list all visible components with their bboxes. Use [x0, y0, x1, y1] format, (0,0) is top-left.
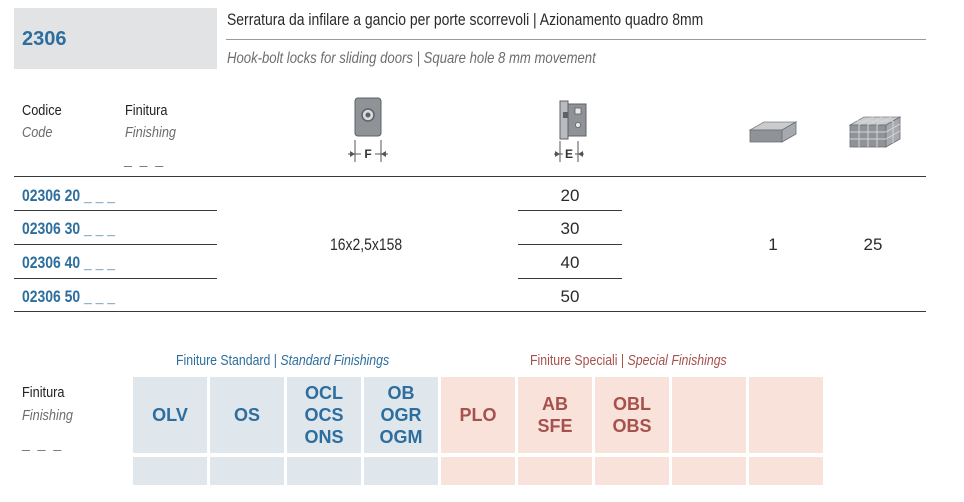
table-bottom-rule	[14, 311, 926, 312]
special-finishings-title: Finiture Speciali | Special Finishings	[530, 352, 727, 369]
finish-cell-special: OBL OBS	[595, 377, 669, 453]
row-rule	[518, 210, 622, 211]
table-row-backset: 30	[560, 219, 580, 238]
finish-cell-special-empty	[672, 377, 746, 453]
finish-cell-special-empty	[749, 377, 823, 453]
header-finishing-placeholder: _ _ _	[124, 151, 166, 167]
row-rule	[518, 278, 622, 279]
finish-cell-standard: OLV	[133, 377, 207, 453]
title-italian: Serratura da infilare a gancio per porte…	[227, 10, 704, 29]
header-code: Code	[22, 124, 53, 141]
finish-slot-standard	[287, 457, 361, 485]
faceplate-size: 16x2,5x158	[330, 235, 403, 254]
finish-slot-standard	[133, 457, 207, 485]
header-finishing: Finishing	[125, 124, 177, 141]
backset-e-icon: E	[554, 100, 587, 162]
finish-slot-standard	[210, 457, 284, 485]
product-code: 2306	[22, 28, 67, 50]
finish-cell-standard: OB OGR OGM	[364, 377, 438, 453]
title-english: Hook-bolt locks for sliding doors | Squa…	[227, 50, 596, 67]
table-row-backset: 40	[560, 253, 580, 272]
row-rule	[14, 210, 217, 211]
table-row-code: 02306 50 _ _ _	[22, 287, 116, 306]
row-rule	[518, 244, 622, 245]
row-rule	[14, 244, 217, 245]
row-rule	[14, 278, 217, 279]
product-code-box: 2306	[14, 8, 217, 69]
finish-slot-special	[749, 457, 823, 485]
table-top-rule	[14, 176, 926, 177]
table-row-backset: 20	[560, 186, 580, 205]
finish-slot-special	[441, 457, 515, 485]
table-row-backset: 50	[560, 287, 580, 306]
finish-cell-special: PLO	[441, 377, 515, 453]
finish-slot-standard	[364, 457, 438, 485]
finish-slot-special	[518, 457, 592, 485]
box-icon	[848, 116, 902, 148]
table-row-code: 02306 30 _ _ _	[22, 219, 116, 238]
finish-slot-special	[595, 457, 669, 485]
header-codice: Codice	[22, 102, 62, 119]
standard-finishings-title: Finiture Standard | Standard Finishings	[176, 352, 390, 369]
backset-e-label: E	[565, 147, 573, 161]
box-quantity: 25	[863, 235, 883, 254]
header-finitura: Finitura	[125, 102, 168, 119]
pack-icon	[748, 121, 798, 143]
finishing-label-it: Finitura	[22, 384, 65, 401]
table-row-code: 02306 40 _ _ _	[22, 253, 116, 272]
finish-slot-special	[672, 457, 746, 485]
finishing-label-en: Finishing	[22, 407, 74, 424]
faceplate-f-icon: F	[348, 97, 388, 162]
finish-cell-standard: OS	[210, 377, 284, 453]
faceplate-f-label: F	[364, 147, 371, 161]
finish-cell-standard: OCL OCS ONS	[287, 377, 361, 453]
table-row-code: 02306 20 _ _ _	[22, 186, 116, 205]
title-divider	[226, 39, 926, 40]
finishing-placeholder: _ _ _	[22, 435, 64, 451]
finish-cell-special: AB SFE	[518, 377, 592, 453]
pack-quantity: 1	[768, 235, 778, 254]
